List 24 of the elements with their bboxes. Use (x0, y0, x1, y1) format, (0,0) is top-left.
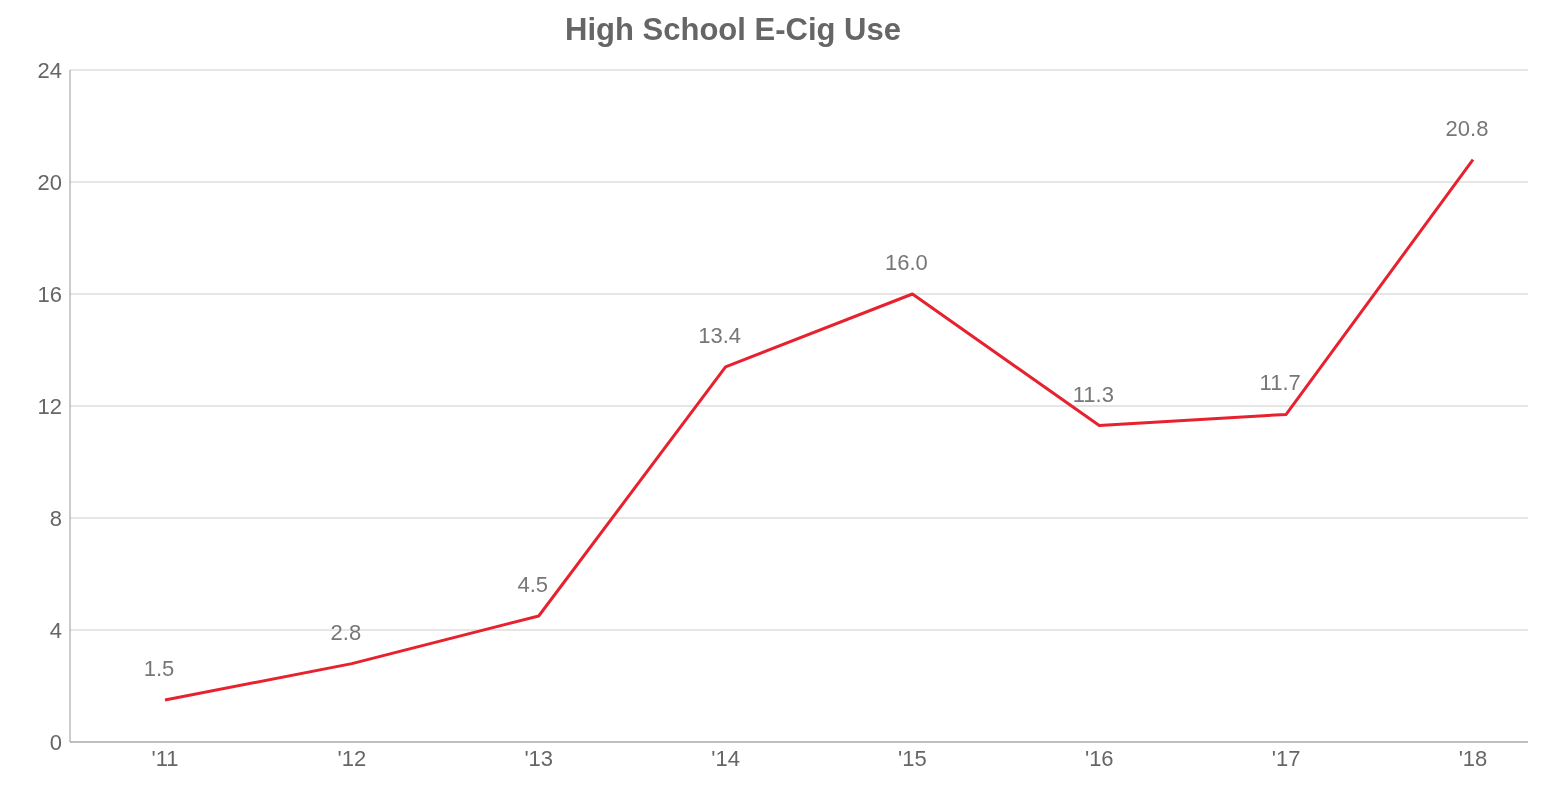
y-tick-label: 0 (49, 729, 62, 755)
data-label: 13.4 (698, 322, 741, 348)
data-label: 11.7 (1259, 370, 1301, 396)
x-tick-label: '13 (524, 745, 554, 771)
chart-title: High School E-Cig Use (564, 11, 902, 49)
data-label: 16.0 (885, 250, 928, 275)
y-tick-label: 24 (37, 57, 62, 83)
x-tick-label: '14 (711, 745, 740, 771)
x-tick-label: '11 (151, 745, 179, 771)
y-tick-label: 16 (37, 281, 62, 307)
y-tick-label: 20 (37, 169, 62, 195)
x-tick-label: '15 (898, 745, 927, 771)
x-tick-label: '18 (1458, 745, 1488, 771)
data-label: 20.8 (1445, 115, 1489, 141)
y-tick-label: 8 (49, 505, 62, 531)
data-label: 4.5 (517, 572, 549, 597)
x-tick-label: '17 (1271, 745, 1301, 771)
x-tick-label: '16 (1084, 745, 1114, 771)
y-tick-label: 12 (37, 393, 62, 419)
data-label: 2.8 (330, 619, 362, 645)
data-label: 1.5 (143, 656, 175, 681)
data-label: 11.3 (1072, 381, 1114, 407)
x-tick-label: '12 (337, 745, 367, 771)
y-tick-label: 4 (49, 617, 62, 643)
